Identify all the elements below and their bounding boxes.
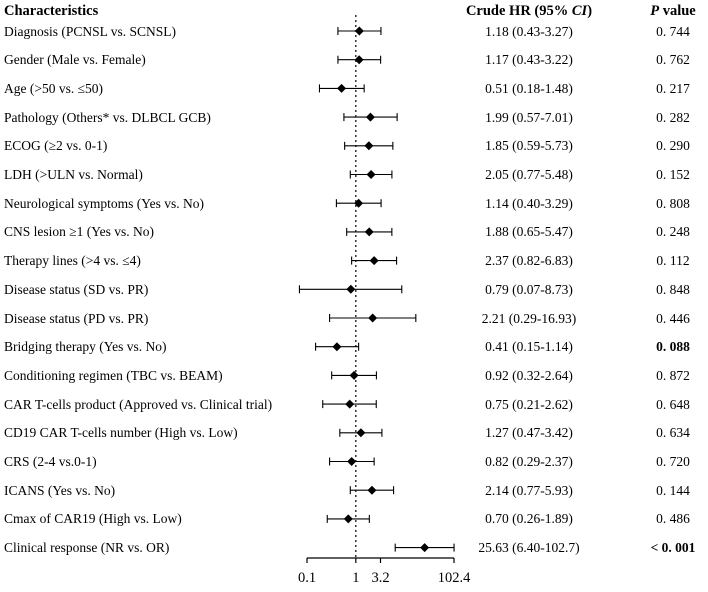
row-hr-ci-value: 25.63 (6.40-102.7) — [478, 540, 580, 556]
row-hr-ci-value: 1.27 (0.47-3.42) — [485, 425, 573, 441]
row-label: Gender (Male vs. Female) — [4, 52, 146, 68]
hr-diamond-marker — [364, 141, 374, 151]
row-p-value: 0. 848 — [656, 281, 690, 297]
hr-diamond-marker — [368, 313, 378, 323]
p-header-rest: value — [659, 3, 696, 19]
column-header-p-value: P value — [639, 3, 707, 20]
row-hr-ci-value: 1.99 (0.57-7.01) — [485, 109, 573, 125]
row-p-value: 0. 290 — [656, 138, 690, 154]
axis-tick-label: 3.2 — [371, 570, 389, 586]
hr-diamond-marker — [349, 370, 359, 380]
hr-diamond-marker — [345, 399, 355, 409]
row-label: Disease status (PD vs. PR) — [4, 310, 149, 326]
row-p-value: < 0. 001 — [650, 540, 696, 556]
row-label: CRS (2-4 vs.0-1) — [4, 454, 97, 469]
row-hr-ci-value: 1.18 (0.43-3.27) — [485, 23, 573, 39]
column-header-crude-hr: Crude HR (95% CI) — [448, 3, 610, 20]
row-hr-ci-value: 1.85 (0.59-5.73) — [485, 138, 573, 154]
hr-header-ci-italic: CI — [571, 3, 588, 19]
row-hr-ci-value: 0.51 (0.18-1.48) — [485, 80, 573, 96]
row-hr-ci-value: 0.75 (0.21-2.62) — [485, 396, 573, 412]
axis-tick-label: 0.1 — [298, 570, 316, 586]
row-label: CAR T-cells product (Approved vs. Clinic… — [4, 396, 273, 412]
row-hr-ci-value: 1.17 (0.43-3.22) — [485, 52, 573, 68]
hr-diamond-marker — [354, 55, 364, 65]
column-header-characteristics: Characteristics — [4, 3, 99, 19]
row-label: Disease status (SD vs. PR) — [4, 281, 149, 297]
row-p-value: 0. 762 — [656, 52, 690, 68]
hr-diamond-marker — [364, 227, 374, 237]
row-p-value: 0. 808 — [656, 195, 690, 211]
row-p-value: 0. 720 — [656, 454, 690, 469]
row-hr-ci-value: 2.05 (0.77-5.48) — [485, 167, 573, 182]
hr-diamond-marker — [420, 543, 430, 553]
row-p-value: 0. 282 — [656, 109, 690, 125]
hr-diamond-marker — [347, 457, 357, 466]
row-label: Pathology (Others* vs. DLBCL GCB) — [4, 109, 211, 125]
row-label: Conditioning regimen (TBC vs. BEAM) — [4, 367, 223, 383]
row-label: ECOG (≥2 vs. 0-1) — [4, 138, 108, 154]
row-label: LDH (>ULN vs. Normal) — [4, 167, 143, 182]
row-label: Diagnosis (PCNSL vs. SCNSL) — [4, 23, 177, 39]
row-label: Clinical response (NR vs. OR) — [4, 540, 170, 556]
hr-diamond-marker — [346, 284, 356, 294]
row-label: ICANS (Yes vs. No) — [4, 482, 116, 498]
row-hr-ci-value: 0.82 (0.29-2.37) — [485, 454, 573, 469]
row-hr-ci-value: 0.41 (0.15-1.14) — [485, 339, 573, 355]
row-label: Therapy lines (>4 vs. ≤4) — [4, 253, 141, 269]
hr-diamond-marker — [332, 342, 342, 352]
row-p-value: 0. 248 — [656, 224, 690, 240]
row-p-value: 0. 634 — [656, 425, 690, 441]
row-p-value: 0. 648 — [656, 396, 690, 412]
row-hr-ci-value: 0.92 (0.32-2.64) — [485, 367, 573, 383]
hr-diamond-marker — [343, 514, 353, 524]
axis-tick-label: 1 — [352, 570, 359, 586]
hr-diamond-marker — [369, 256, 379, 266]
hr-diamond-marker — [365, 112, 375, 122]
row-p-value: 0. 152 — [656, 167, 690, 182]
row-p-value: 0. 446 — [656, 310, 690, 326]
row-hr-ci-value: 2.14 (0.77-5.93) — [485, 482, 573, 498]
hr-diamond-marker — [354, 26, 364, 36]
row-p-value: 0. 112 — [656, 253, 690, 269]
row-hr-ci-value: 0.70 (0.26-1.89) — [485, 511, 573, 527]
hr-diamond-marker — [366, 170, 376, 179]
row-hr-ci-value: 0.79 (0.07-8.73) — [485, 281, 573, 297]
row-p-value: 0. 872 — [656, 367, 690, 383]
row-p-value: 0. 088 — [656, 339, 690, 355]
row-hr-ci-value: 1.14 (0.40-3.29) — [485, 195, 573, 211]
row-label: Cmax of CAR19 (High vs. Low) — [4, 511, 182, 527]
hr-header-prefix: Crude HR (95% — [465, 3, 572, 19]
hr-diamond-marker — [337, 83, 347, 93]
row-label: CD19 CAR T-cells number (High vs. Low) — [4, 425, 238, 441]
row-label: Neurological symptoms (Yes vs. No) — [4, 195, 204, 211]
row-p-value: 0. 217 — [656, 80, 690, 96]
hr-header-suffix: ) — [587, 3, 593, 19]
row-p-value: 0. 144 — [656, 482, 690, 498]
hr-diamond-marker — [354, 198, 364, 208]
row-label: CNS lesion ≥1 (Yes vs. No) — [4, 224, 155, 240]
hr-diamond-marker — [356, 428, 366, 438]
axis-tick-label: 102.4 — [438, 570, 471, 586]
row-p-value: 0. 486 — [656, 511, 690, 527]
row-hr-ci-value: 1.88 (0.65-5.47) — [485, 224, 573, 240]
p-header-italic: P — [650, 3, 660, 19]
row-label: Age (>50 vs. ≤50) — [4, 80, 104, 96]
row-hr-ci-value: 2.21 (0.29-16.93) — [481, 310, 577, 326]
row-p-value: 0. 744 — [656, 23, 690, 39]
row-hr-ci-value: 2.37 (0.82-6.83) — [485, 253, 573, 269]
row-label: Bridging therapy (Yes vs. No) — [4, 339, 167, 355]
hr-diamond-marker — [367, 485, 377, 495]
